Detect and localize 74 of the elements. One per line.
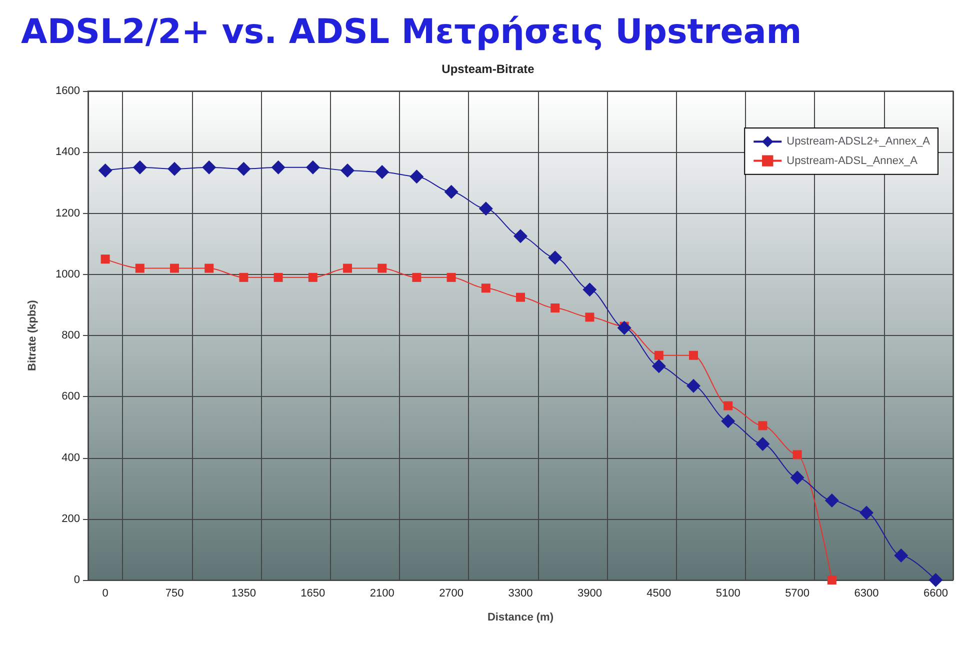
- point: [758, 421, 768, 430]
- point: [378, 264, 387, 273]
- point: [100, 254, 110, 264]
- y-tick-label: 1600: [56, 85, 80, 97]
- x-tick-label: 6300: [854, 588, 879, 600]
- point: [306, 160, 320, 174]
- x-tick-label: 0: [102, 588, 108, 600]
- point: [98, 163, 112, 178]
- point: [548, 250, 562, 265]
- point: [478, 202, 493, 216]
- point: [135, 264, 144, 273]
- point: [617, 320, 632, 335]
- point: [204, 264, 214, 273]
- point: [412, 272, 422, 282]
- point: [481, 284, 490, 293]
- point: [756, 436, 770, 451]
- point: [824, 494, 839, 508]
- point: [343, 264, 352, 273]
- y-tick-label: 1400: [56, 146, 80, 158]
- y-tick-label: 800: [62, 330, 80, 342]
- point: [514, 229, 528, 244]
- point: [790, 470, 804, 485]
- y-tick-label: 0: [74, 574, 80, 586]
- x-tick-label: 6600: [923, 588, 948, 600]
- point: [170, 264, 179, 273]
- x-axis-title: Distance (m): [487, 612, 554, 624]
- x-tick-label: 3300: [508, 588, 533, 600]
- point: [550, 303, 560, 312]
- x-tick-label: 750: [165, 588, 184, 600]
- point: [239, 272, 248, 282]
- point: [721, 414, 736, 428]
- point: [724, 401, 733, 410]
- y-tick-label: 400: [62, 452, 80, 464]
- point: [308, 272, 318, 282]
- point: [652, 359, 666, 374]
- x-tick-label: 2100: [370, 588, 394, 600]
- point: [444, 184, 458, 199]
- point: [410, 170, 424, 184]
- point: [686, 378, 700, 393]
- point: [375, 164, 390, 179]
- x-tick-label: 5700: [785, 588, 810, 600]
- point: [585, 312, 594, 322]
- point: [894, 548, 908, 563]
- legend-label: Upstream-ADSL2+_Annex_A: [786, 136, 931, 148]
- y-tick-label: 1200: [56, 207, 80, 220]
- point: [340, 163, 354, 178]
- point: [654, 350, 664, 360]
- point: [827, 576, 836, 584]
- point: [689, 350, 698, 360]
- point: [236, 162, 251, 176]
- point: [792, 450, 802, 460]
- point: [274, 272, 283, 282]
- y-tick-label: 1000: [56, 268, 80, 280]
- point: [132, 160, 147, 174]
- y-axis-title: Bitrate (kpbs): [26, 300, 38, 371]
- x-tick-label: 1350: [231, 588, 256, 600]
- point: [168, 162, 182, 176]
- legend-label: Upstream-ADSL_Annex_A: [786, 154, 918, 167]
- x-tick-label: 2700: [439, 588, 464, 600]
- point: [202, 160, 216, 174]
- point: [271, 160, 286, 174]
- x-tick-label: 3900: [577, 588, 602, 600]
- point: [928, 573, 943, 587]
- point: [860, 506, 874, 520]
- x-tick-label: 5100: [716, 588, 740, 600]
- chart-subtitle: Upsteam-Bitrate: [442, 62, 535, 76]
- x-tick-label: 1650: [300, 588, 326, 600]
- point: [446, 272, 456, 282]
- chart-title: ADSL2/2+ vs. ADSL Μετρήσεις Upstream: [21, 12, 802, 52]
- x-tick-label: 4500: [646, 588, 672, 600]
- y-tick-label: 200: [62, 512, 80, 525]
- y-tick-label: 600: [62, 390, 80, 403]
- point: [516, 292, 525, 302]
- point: [582, 282, 597, 297]
